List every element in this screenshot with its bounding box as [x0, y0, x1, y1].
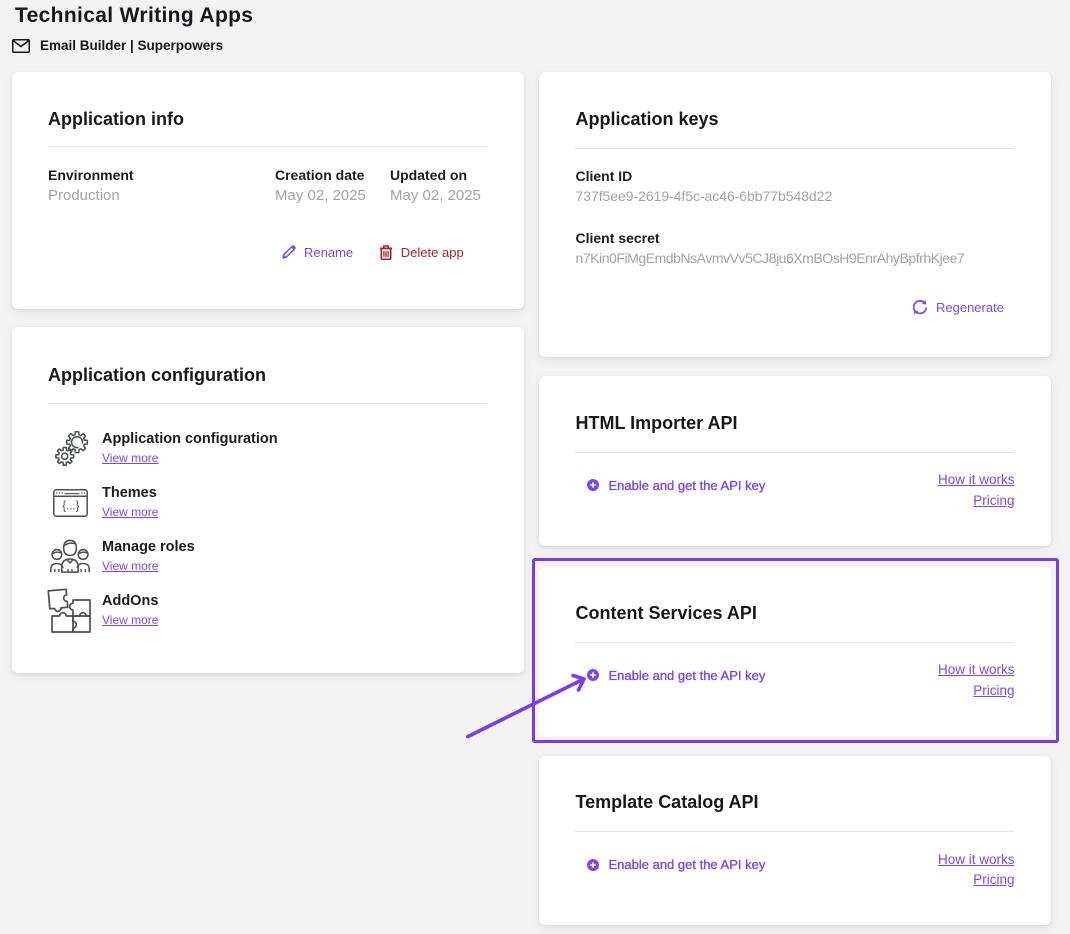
- svg-text:{...}: {...}: [62, 501, 79, 513]
